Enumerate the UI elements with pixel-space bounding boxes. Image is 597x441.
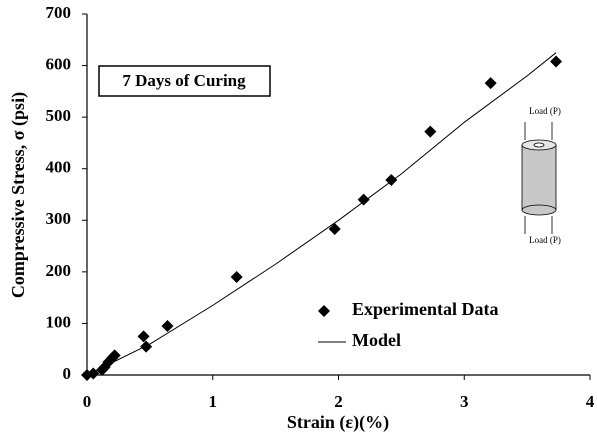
specimen-icon (521, 122, 557, 234)
data-point (230, 271, 243, 284)
x-axis-label: Strain (ε)(%) (287, 412, 389, 433)
data-point (550, 55, 563, 68)
cylinder-hole (533, 142, 545, 148)
x-tick-label: 2 (334, 392, 343, 411)
y-tick-label: 0 (63, 364, 72, 383)
data-point (137, 330, 150, 343)
y-tick-label: 500 (46, 106, 72, 125)
y-tick-label: 200 (46, 261, 72, 280)
load-label: Load (P) (529, 235, 561, 245)
y-tick-label: 600 (46, 54, 72, 73)
annotation-box (98, 65, 271, 97)
x-tick-label: 0 (83, 392, 92, 411)
data-point (424, 125, 437, 138)
y-tick-label: 300 (46, 209, 72, 228)
legend-label: Model (352, 330, 401, 350)
y-tick-label: 700 (46, 3, 72, 22)
data-point (484, 77, 497, 90)
load-label: Load (P) (529, 106, 561, 116)
data-point (161, 320, 174, 333)
annotation: 7 Days of Curing (122, 71, 246, 90)
x-tick-label: 1 (209, 392, 218, 411)
data-point (328, 223, 341, 236)
y-axis-label: Compressive Stress, σ (psi) (8, 92, 29, 298)
y-tick-label: 100 (46, 312, 72, 331)
data-point (140, 340, 153, 353)
data-point (108, 349, 121, 362)
data-point (357, 193, 370, 206)
x-tick-label: 4 (586, 392, 595, 411)
cylinder-body (521, 144, 557, 211)
legend-label: Experimental Data (352, 299, 498, 319)
model-line (86, 52, 557, 376)
cylinder-bottom (521, 204, 557, 216)
legend-marker (318, 305, 330, 317)
y-tick-label: 400 (46, 158, 72, 177)
x-tick-label: 3 (460, 392, 469, 411)
